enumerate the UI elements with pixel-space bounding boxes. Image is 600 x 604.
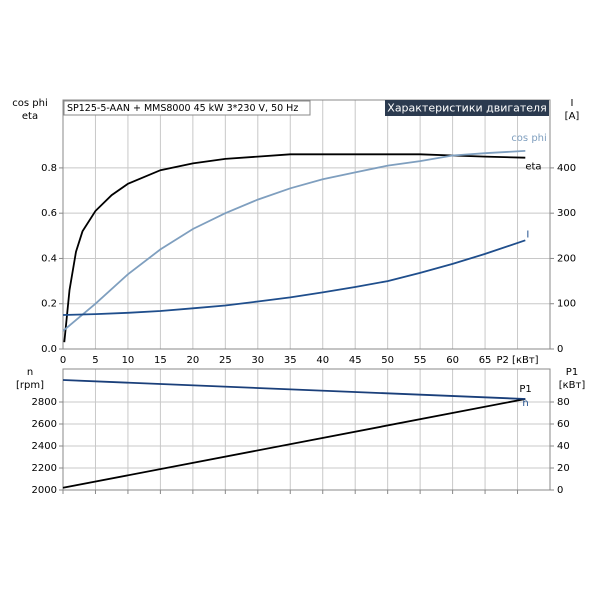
x-tick-label: 60 (446, 355, 459, 366)
y2-axis-label: I (571, 98, 574, 109)
y-axis-label: n (27, 367, 33, 378)
series-label: cos phi (511, 133, 546, 144)
x-tick-label: 35 (284, 355, 297, 366)
series-line (62, 398, 526, 489)
x-tick-label: 15 (154, 355, 167, 366)
chart-title: Характеристики двигателя (387, 102, 546, 115)
y2-axis-label: [кВт] (559, 380, 586, 391)
series-label: I (526, 229, 529, 240)
x-tick-label: 30 (251, 355, 264, 366)
x-tick-label: 0 (60, 355, 66, 366)
x-tick-label: 55 (414, 355, 427, 366)
y2-tick-label: 0 (557, 344, 563, 355)
y2-axis-label: [A] (565, 111, 580, 122)
y-tick-label: 2000 (32, 485, 57, 496)
x-tick-label: 10 (122, 355, 135, 366)
plot-frame (62, 99, 551, 350)
y2-tick-label: 300 (557, 208, 576, 219)
x-tick-label: 20 (186, 355, 199, 366)
y-tick-label: 2400 (32, 441, 57, 452)
annotation-box (63, 100, 311, 116)
y-tick-label: 2200 (32, 463, 57, 474)
y-tick-label: 0.0 (41, 344, 57, 355)
series-line (63, 153, 526, 343)
y-axis-label: eta (22, 111, 38, 122)
y2-tick-label: 80 (557, 397, 570, 408)
y-axis-label: cos phi (12, 98, 47, 109)
x-tick-label: 40 (316, 355, 329, 366)
series-line (62, 239, 526, 316)
x-tick-label: 50 (381, 355, 394, 366)
annotation: SP125-5-AAN + MMS8000 45 kW 3*230 V, 50 … (67, 103, 298, 114)
x-tick-label: 25 (219, 355, 232, 366)
plot-frame (62, 368, 551, 491)
x-tick-label: P2 [кВт] (496, 355, 538, 366)
title-box (385, 100, 549, 116)
series-line (62, 379, 526, 400)
y-tick-label: 0.8 (41, 163, 57, 174)
y-axis-label: [rpm] (16, 380, 44, 391)
y2-tick-label: 400 (557, 163, 576, 174)
y2-tick-label: 100 (557, 299, 576, 310)
y-tick-label: 0.4 (41, 253, 57, 264)
y-tick-label: 2600 (32, 419, 57, 430)
series-line (62, 150, 526, 332)
y2-tick-label: 20 (557, 463, 570, 474)
x-tick-label: 5 (92, 355, 98, 366)
y-tick-label: 0.6 (41, 208, 57, 219)
series-label: eta (525, 162, 541, 173)
series-label: n (522, 398, 528, 409)
y-tick-label: 2800 (32, 397, 57, 408)
y2-tick-label: 40 (557, 441, 570, 452)
series-label: P1 (519, 384, 531, 395)
y2-tick-label: 60 (557, 419, 570, 430)
y2-tick-label: 0 (557, 485, 563, 496)
y-tick-label: 0.2 (41, 299, 57, 310)
x-tick-label: 45 (349, 355, 362, 366)
x-tick-label: 65 (479, 355, 492, 366)
y2-tick-label: 200 (557, 253, 576, 264)
y2-axis-label: P1 (566, 367, 578, 378)
